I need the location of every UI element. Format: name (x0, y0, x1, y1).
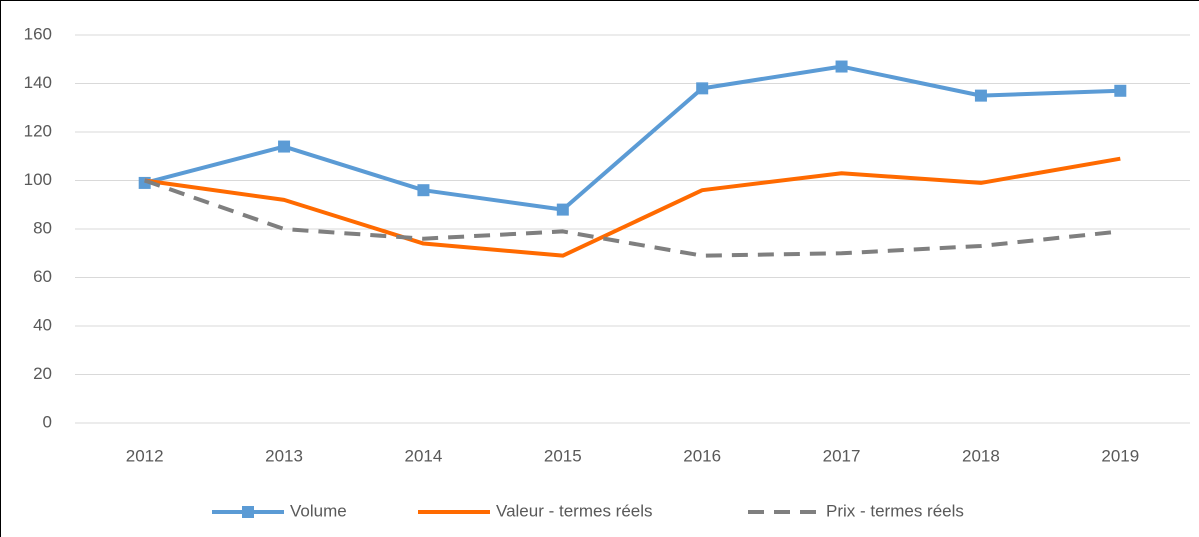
x-tick-label: 2017 (823, 446, 861, 465)
x-tick-label: 2016 (683, 446, 721, 465)
marker (835, 60, 848, 73)
marker (417, 184, 430, 197)
y-tick-label: 60 (33, 267, 52, 286)
marker (278, 140, 291, 153)
x-tick-label: 2013 (265, 446, 303, 465)
y-tick-label: 80 (33, 218, 52, 237)
y-tick-label: 120 (24, 121, 52, 140)
legend-label: Valeur - termes réels (496, 501, 653, 520)
marker (1114, 84, 1127, 97)
marker (974, 89, 987, 102)
series-line (144, 156, 1121, 258)
series-line (144, 178, 1121, 258)
x-tick-label: 2012 (126, 446, 164, 465)
y-tick-label: 40 (33, 315, 52, 334)
marker (556, 203, 569, 216)
legend-label: Volume (290, 501, 347, 520)
x-tick-label: 2019 (1101, 446, 1139, 465)
y-tick-label: 160 (24, 24, 52, 43)
legend-label: Prix - termes réels (826, 501, 964, 520)
x-tick-label: 2018 (962, 446, 1000, 465)
y-tick-label: 140 (24, 73, 52, 92)
x-tick-label: 2015 (544, 446, 582, 465)
y-tick-label: 100 (24, 170, 52, 189)
marker (696, 82, 709, 95)
y-tick-label: 0 (43, 412, 52, 431)
legend-marker (242, 506, 254, 518)
y-tick-label: 20 (33, 364, 52, 383)
x-tick-label: 2014 (405, 446, 443, 465)
series-line (144, 64, 1121, 212)
